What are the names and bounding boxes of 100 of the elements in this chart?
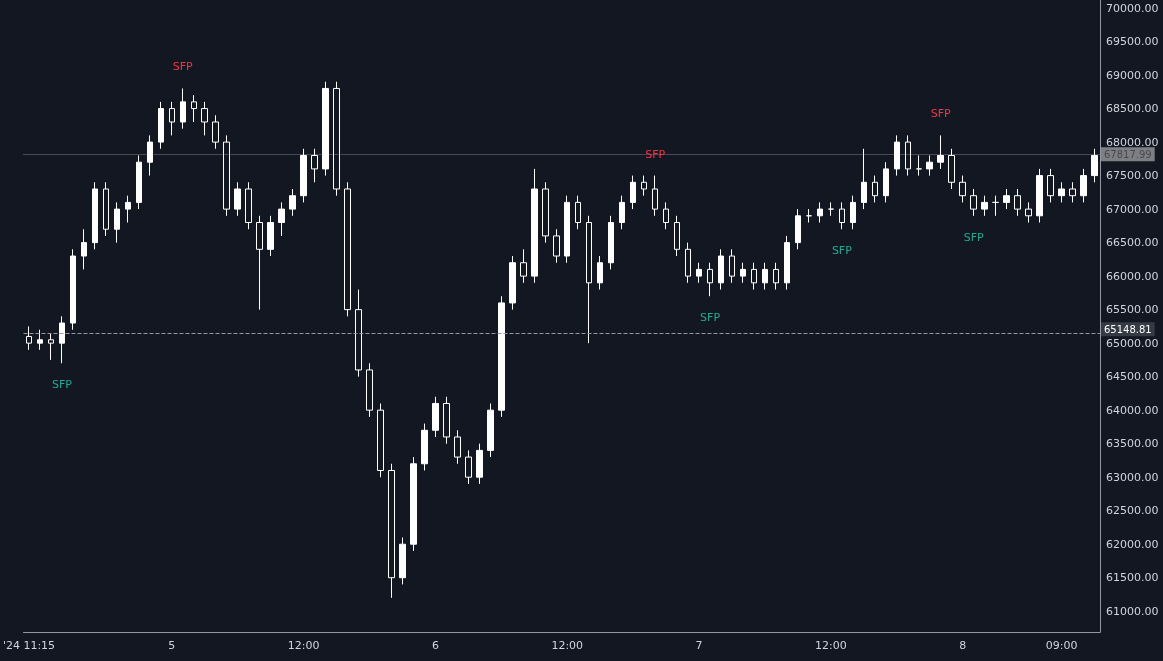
x-tick-label: 12:00: [551, 639, 584, 652]
candlestick: [256, 215, 263, 311]
candlestick: [817, 201, 823, 224]
candlestick: [180, 87, 186, 130]
y-tick-label: 61000.00: [1106, 604, 1159, 618]
candlestick: [773, 262, 779, 291]
candlestick: [1014, 188, 1021, 217]
y-tick-label: 69500.00: [1106, 35, 1159, 49]
candlestick: [465, 449, 472, 485]
candlestick: [169, 101, 175, 136]
candlestick: [762, 262, 768, 291]
candlestick: [212, 114, 219, 150]
candlestick: [37, 329, 43, 351]
candlestick: [674, 215, 680, 257]
candlestick: [696, 262, 702, 284]
candlestick: [992, 195, 999, 217]
y-tick-label: 62000.00: [1106, 537, 1159, 551]
candlestick: [476, 443, 483, 485]
candlestick: [520, 248, 527, 284]
x-tick-label: 8: [959, 639, 967, 652]
candlestick: [81, 228, 87, 270]
candlestick: [608, 215, 614, 270]
candlestick: [784, 235, 790, 291]
candlestick: [839, 201, 845, 230]
candlestick: [26, 325, 32, 351]
candlestick: [795, 208, 801, 250]
candlestick: [333, 81, 340, 197]
candlestick: [751, 262, 757, 291]
candlestick: [92, 181, 98, 250]
candlestick: [114, 201, 120, 244]
candlestick: [201, 101, 208, 136]
candlestick: [421, 423, 428, 471]
candlestick: [959, 175, 966, 203]
candlestick: [278, 201, 285, 237]
candlestick: [828, 201, 834, 217]
candlestick: [322, 81, 329, 177]
candlestick: [487, 402, 494, 458]
candlestick: [158, 101, 164, 150]
candlestick: [729, 248, 735, 284]
text: SFP: [51, 378, 72, 392]
y-tick-label: 68500.00: [1106, 102, 1159, 116]
candlestick: [59, 315, 65, 364]
candlestick: [103, 181, 109, 237]
candlestick: [191, 94, 197, 123]
y-tick-label: 69000.00: [1106, 68, 1159, 82]
y-tick-label: 65500.00: [1106, 303, 1159, 317]
candlestick: [1025, 201, 1032, 224]
ref-line-label: 65148.81: [1104, 323, 1152, 335]
x-tick-label: '24 11:15: [2, 639, 56, 652]
ref-line-label: 67817.99: [1104, 148, 1152, 160]
candlestick: [981, 195, 988, 217]
candlestick: [245, 181, 252, 230]
candlestick: [289, 188, 296, 217]
candlestick: [1036, 168, 1043, 224]
candlestick: [806, 208, 812, 224]
candlestick: [542, 181, 549, 244]
candlestick: [652, 175, 658, 217]
y-tick-label: 65000.00: [1106, 336, 1159, 350]
y-tick-label: 64500.00: [1106, 370, 1159, 384]
candlestick: [970, 188, 977, 217]
y-tick-label: 63500.00: [1106, 437, 1159, 451]
candlestick: [223, 134, 230, 217]
candlestick: [905, 134, 911, 177]
candlestick: [70, 248, 76, 331]
candlestick: [399, 537, 406, 585]
candlestick: [685, 242, 691, 284]
candlestick: [267, 215, 274, 257]
candlestick: [1069, 181, 1076, 203]
candlestick: [740, 262, 746, 284]
candlestick: [410, 456, 417, 552]
candlestick: [861, 148, 867, 210]
candlestick: [147, 134, 153, 177]
candlestick: [48, 332, 54, 361]
candlestick: [125, 195, 131, 224]
text: SFP: [831, 244, 852, 258]
candlestick: [619, 195, 625, 230]
text: SFP: [963, 230, 984, 244]
candlestick: [1058, 181, 1065, 203]
candlestick: [234, 181, 241, 217]
y-tick-label: 67500.00: [1106, 169, 1159, 183]
candlestick: [926, 154, 933, 177]
x-tick-label: 09:00: [1045, 639, 1078, 652]
text: SFP: [645, 147, 666, 161]
candlestick: [344, 181, 351, 317]
candlestick: [1080, 168, 1087, 203]
candlestick: [916, 154, 922, 177]
x-tick-label: 12:00: [287, 639, 320, 652]
candlestick: [872, 175, 878, 203]
candlestick: [432, 396, 439, 438]
candlestick: [937, 134, 944, 170]
candlestick: [948, 148, 955, 190]
candlestick: [1091, 148, 1098, 183]
candlestick: [630, 175, 636, 210]
y-tick-label: 68000.00: [1106, 135, 1159, 149]
y-tick-label: 62500.00: [1106, 504, 1159, 518]
candlestick: [575, 195, 581, 230]
candlestick: [366, 362, 373, 418]
candlestick: [377, 402, 384, 478]
candlestick: [586, 215, 592, 344]
candlestick: [531, 168, 538, 284]
